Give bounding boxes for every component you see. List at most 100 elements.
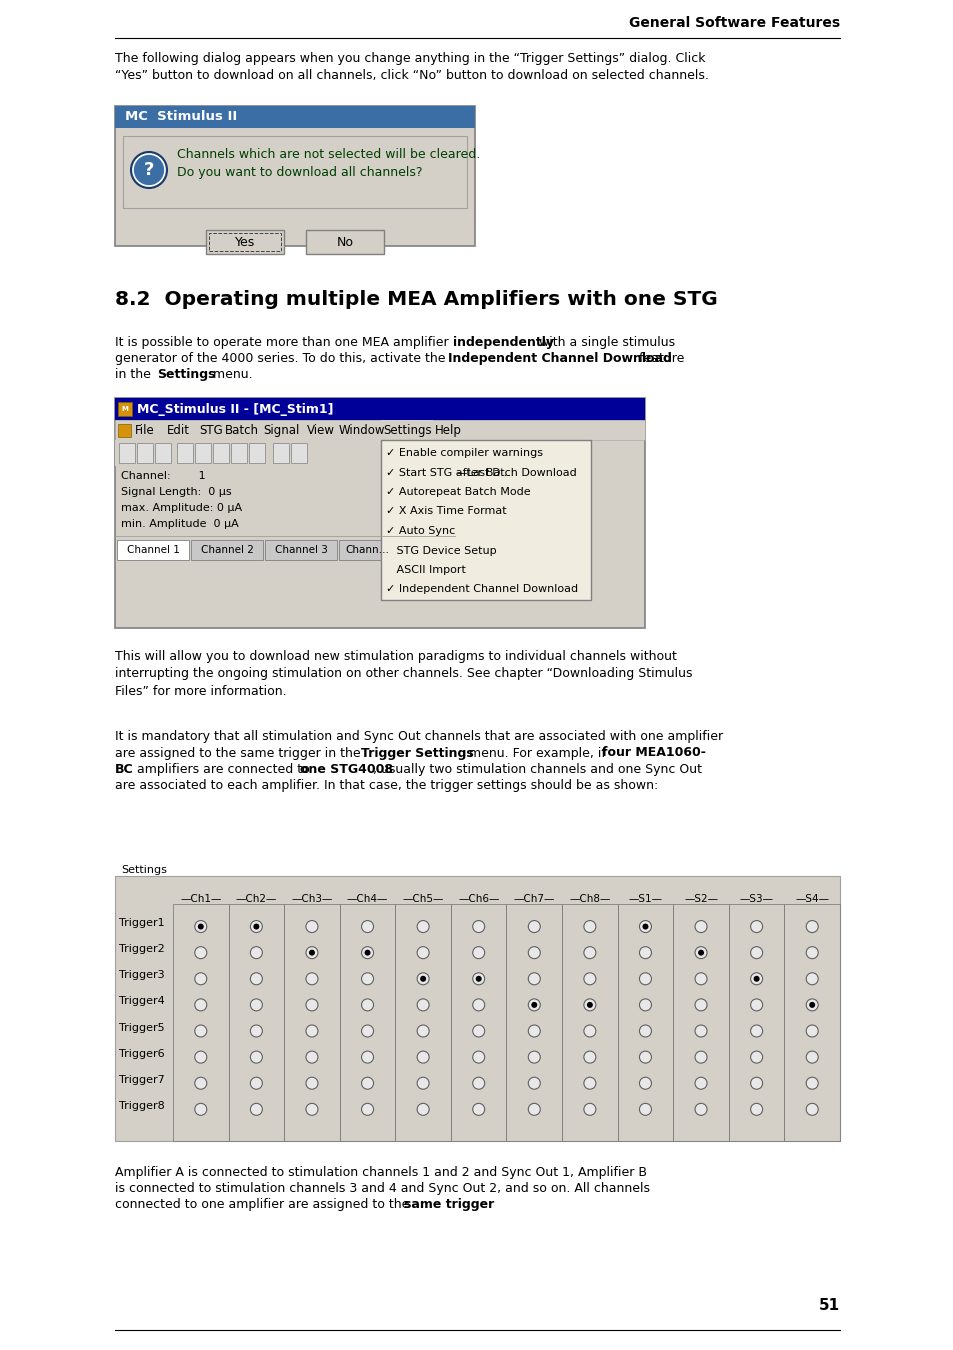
Circle shape	[750, 999, 761, 1011]
Circle shape	[306, 999, 317, 1011]
Text: max. Amplitude: 0 μA: max. Amplitude: 0 μA	[121, 504, 242, 513]
Circle shape	[639, 973, 651, 984]
Text: —S3—: —S3—	[739, 894, 773, 904]
Text: Channel 1: Channel 1	[127, 545, 179, 555]
Circle shape	[306, 1052, 317, 1062]
Text: Trigger8: Trigger8	[119, 1100, 165, 1111]
Circle shape	[750, 1103, 761, 1115]
Circle shape	[306, 973, 317, 984]
Text: View: View	[307, 424, 335, 437]
Circle shape	[639, 921, 651, 933]
Circle shape	[131, 153, 167, 188]
Text: MC  Stimulus II: MC Stimulus II	[125, 109, 237, 123]
Text: File: File	[135, 424, 154, 437]
Text: Channels which are not selected will be cleared.
Do you want to download all cha: Channels which are not selected will be …	[177, 148, 479, 180]
Text: No: No	[336, 235, 354, 248]
Circle shape	[639, 1025, 651, 1037]
Text: ✓ Independent Channel Download: ✓ Independent Channel Download	[386, 585, 578, 594]
Text: —Ch6—: —Ch6—	[457, 894, 498, 904]
Circle shape	[194, 1077, 207, 1089]
Circle shape	[416, 946, 429, 958]
Text: 8.2  Operating multiple MEA Amplifiers with one STG: 8.2 Operating multiple MEA Amplifiers wi…	[115, 290, 717, 309]
Text: in the: in the	[115, 369, 154, 381]
Text: —Ch2—: —Ch2—	[235, 894, 276, 904]
Circle shape	[253, 923, 259, 930]
Text: Channel 2: Channel 2	[200, 545, 253, 555]
Text: —Last D…: —Last D…	[456, 468, 510, 478]
Circle shape	[695, 1025, 706, 1037]
Text: —Ch3—: —Ch3—	[291, 894, 333, 904]
Bar	[728, 904, 783, 1141]
Bar	[115, 440, 443, 466]
Circle shape	[695, 921, 706, 933]
Circle shape	[250, 973, 262, 984]
Circle shape	[808, 1002, 815, 1008]
Text: feature: feature	[635, 352, 683, 365]
Text: are associated to each amplifier. In that case, the trigger settings should be a: are associated to each amplifier. In tha…	[115, 779, 658, 792]
Bar	[306, 230, 384, 254]
Text: Channel 3: Channel 3	[274, 545, 327, 555]
Circle shape	[194, 1103, 207, 1115]
Bar	[213, 443, 229, 463]
Text: General Software Features: General Software Features	[628, 16, 840, 30]
Circle shape	[364, 949, 370, 956]
Text: Signal Length:  0 μs: Signal Length: 0 μs	[121, 487, 232, 497]
Bar	[194, 443, 211, 463]
Bar	[617, 904, 673, 1141]
Circle shape	[361, 1077, 374, 1089]
Circle shape	[473, 973, 484, 984]
Circle shape	[750, 921, 761, 933]
Text: Trigger3: Trigger3	[119, 971, 165, 980]
Text: Amplifier A is connected to stimulation channels 1 and 2 and Sync Out 1, Amplifi: Amplifier A is connected to stimulation …	[115, 1166, 646, 1179]
Circle shape	[528, 1025, 539, 1037]
Circle shape	[194, 1025, 207, 1037]
Bar	[273, 443, 289, 463]
Circle shape	[805, 946, 818, 958]
Bar	[115, 107, 475, 246]
Text: ✓ Start STG after Batch Download: ✓ Start STG after Batch Download	[386, 467, 577, 478]
Text: Signal: Signal	[263, 424, 299, 437]
Text: Trigger7: Trigger7	[119, 1075, 165, 1085]
Text: generator of the 4000 series. To do this, activate the: generator of the 4000 series. To do this…	[115, 352, 449, 365]
Text: —S4—: —S4—	[795, 894, 828, 904]
Circle shape	[250, 1052, 262, 1062]
Circle shape	[695, 999, 706, 1011]
Circle shape	[528, 1077, 539, 1089]
Bar	[249, 443, 265, 463]
Text: It is mandatory that all stimulation and Sync Out channels that are associated w: It is mandatory that all stimulation and…	[115, 730, 722, 742]
Text: —S1—: —S1—	[628, 894, 661, 904]
Bar	[137, 443, 152, 463]
Text: This will allow you to download new stimulation paradigms to individual channels: This will allow you to download new stim…	[115, 649, 692, 698]
Circle shape	[194, 999, 207, 1011]
Bar	[673, 904, 728, 1141]
Circle shape	[805, 1025, 818, 1037]
Circle shape	[306, 1025, 317, 1037]
Text: Trigger Settings: Trigger Settings	[360, 747, 474, 760]
Bar	[231, 443, 247, 463]
Circle shape	[528, 999, 539, 1011]
Bar	[119, 443, 135, 463]
Circle shape	[473, 1025, 484, 1037]
Bar	[380, 440, 590, 599]
Text: STG: STG	[199, 424, 222, 437]
Circle shape	[197, 923, 204, 930]
Text: menu. For example, if: menu. For example, if	[464, 747, 609, 760]
Circle shape	[528, 973, 539, 984]
Text: M: M	[121, 406, 129, 412]
Circle shape	[194, 973, 207, 984]
Text: Channel:        1: Channel: 1	[121, 471, 206, 481]
Text: menu.: menu.	[209, 369, 253, 381]
Text: Help: Help	[435, 424, 461, 437]
Circle shape	[583, 921, 596, 933]
Text: Trigger5: Trigger5	[119, 1022, 165, 1033]
Circle shape	[750, 973, 761, 984]
Text: ✓ Autorepeat Batch Mode: ✓ Autorepeat Batch Mode	[386, 487, 530, 497]
Text: independently: independently	[453, 336, 554, 350]
Text: ✓ X Axis Time Format: ✓ X Axis Time Format	[386, 506, 506, 517]
Circle shape	[583, 1103, 596, 1115]
Circle shape	[753, 976, 759, 981]
Bar	[506, 904, 561, 1141]
Bar	[118, 424, 131, 437]
Bar	[380, 420, 433, 440]
Text: Independent Channel Download: Independent Channel Download	[448, 352, 671, 365]
